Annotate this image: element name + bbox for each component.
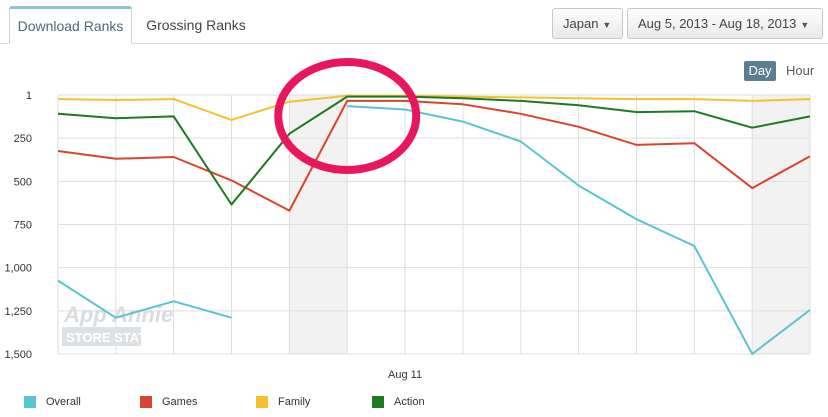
granularity-day-button[interactable]: Day bbox=[744, 61, 776, 81]
tab-download-ranks[interactable]: Download Ranks bbox=[9, 6, 132, 44]
series-line-games bbox=[57, 99, 811, 212]
tab-grossing-ranks[interactable]: Grossing Ranks bbox=[146, 17, 246, 33]
tab-bar: Download Ranks Grossing Ranks bbox=[0, 0, 828, 44]
y-tick-label: 250 bbox=[14, 133, 32, 145]
y-tick-label: 1,000 bbox=[4, 263, 32, 275]
y-tick-label: 1,500 bbox=[4, 349, 32, 361]
watermark-badge bbox=[62, 327, 141, 346]
legend-label: Action bbox=[394, 396, 425, 408]
legend-swatch bbox=[372, 396, 384, 408]
date-range-value: Aug 5, 2013 - Aug 18, 2013 bbox=[638, 16, 797, 31]
app-annie-watermark: App Annie STORE STATS bbox=[62, 302, 173, 346]
legend-swatch bbox=[256, 396, 268, 408]
legend-label: Overall bbox=[46, 396, 81, 408]
legend-label: Family bbox=[278, 396, 311, 408]
x-tick-label: Aug 11 bbox=[388, 369, 422, 381]
y-tick-label: 500 bbox=[14, 176, 32, 188]
series-line-overall bbox=[57, 105, 811, 355]
legend-label: Games bbox=[162, 396, 198, 408]
date-range-dropdown[interactable]: Aug 5, 2013 - Aug 18, 2013 ▼ bbox=[627, 8, 823, 39]
highlight-circle bbox=[274, 58, 421, 174]
series-line-family bbox=[57, 94, 811, 121]
country-dropdown[interactable]: Japan ▼ bbox=[552, 8, 623, 39]
legend-swatch bbox=[24, 396, 36, 408]
legend-swatch bbox=[140, 396, 152, 408]
y-tick-label: 1,250 bbox=[4, 306, 32, 318]
granularity-hour-button[interactable]: Hour bbox=[786, 63, 815, 78]
x-axis-ticks: Aug 11 bbox=[388, 369, 422, 381]
y-tick-label: 750 bbox=[14, 220, 32, 232]
y-tick-label: 1 bbox=[26, 90, 32, 102]
series-line-action bbox=[57, 95, 811, 206]
highlight-annotation bbox=[274, 58, 421, 174]
y-axis-ticks: 1 250 500 750 1,000 1,250 1,500 bbox=[4, 90, 32, 361]
chevron-down-icon: ▼ bbox=[602, 20, 612, 30]
series-lines bbox=[57, 94, 811, 355]
chevron-down-icon: ▼ bbox=[800, 20, 810, 30]
country-value: Japan bbox=[563, 16, 599, 31]
chart-grid bbox=[57, 94, 811, 355]
watermark-badge-text: STORE STATS bbox=[66, 330, 155, 345]
